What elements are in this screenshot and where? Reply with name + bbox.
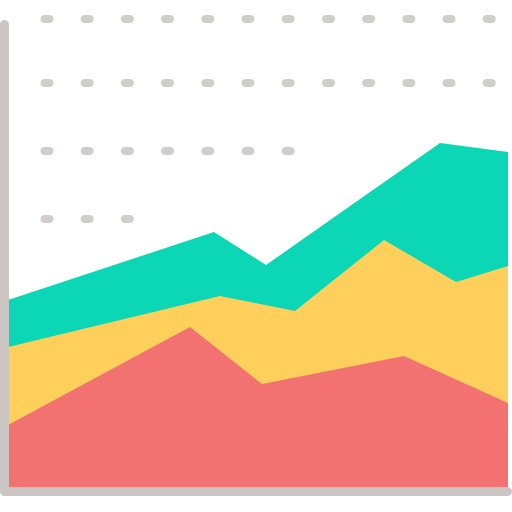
- red-area: [8, 327, 508, 490]
- grid-dot: [321, 79, 335, 87]
- grid-dot: [201, 147, 215, 155]
- x-axis: [0, 487, 512, 496]
- grid-dot: [442, 79, 456, 87]
- grid-dot: [442, 15, 456, 23]
- grid-dot: [362, 15, 376, 23]
- grid-dot: [402, 79, 416, 87]
- grid-dot: [120, 15, 134, 23]
- grid-dot: [281, 147, 295, 155]
- grid-dot: [161, 79, 175, 87]
- grid-dot: [321, 15, 335, 23]
- grid-dot: [241, 79, 255, 87]
- grid-dot: [241, 15, 255, 23]
- grid-dot: [241, 147, 255, 155]
- grid-dots: [40, 15, 496, 223]
- grid-dot: [120, 147, 134, 155]
- grid-dot: [80, 215, 94, 223]
- grid-dot: [40, 79, 54, 87]
- grid-dot: [402, 15, 416, 23]
- grid-dot: [362, 79, 376, 87]
- grid-dot: [40, 15, 54, 23]
- grid-dot: [201, 15, 215, 23]
- grid-dot: [281, 15, 295, 23]
- grid-dot: [482, 79, 496, 87]
- grid-dot: [80, 147, 94, 155]
- grid-dot: [281, 79, 295, 87]
- grid-dot: [80, 15, 94, 23]
- grid-dot: [161, 147, 175, 155]
- grid-dot: [201, 79, 215, 87]
- grid-dot: [482, 15, 496, 23]
- y-axis: [0, 20, 9, 496]
- grid-dot: [40, 215, 54, 223]
- grid-dot: [120, 215, 134, 223]
- grid-dot: [80, 79, 94, 87]
- grid-dot: [40, 147, 54, 155]
- grid-dot: [120, 79, 134, 87]
- grid-dot: [161, 15, 175, 23]
